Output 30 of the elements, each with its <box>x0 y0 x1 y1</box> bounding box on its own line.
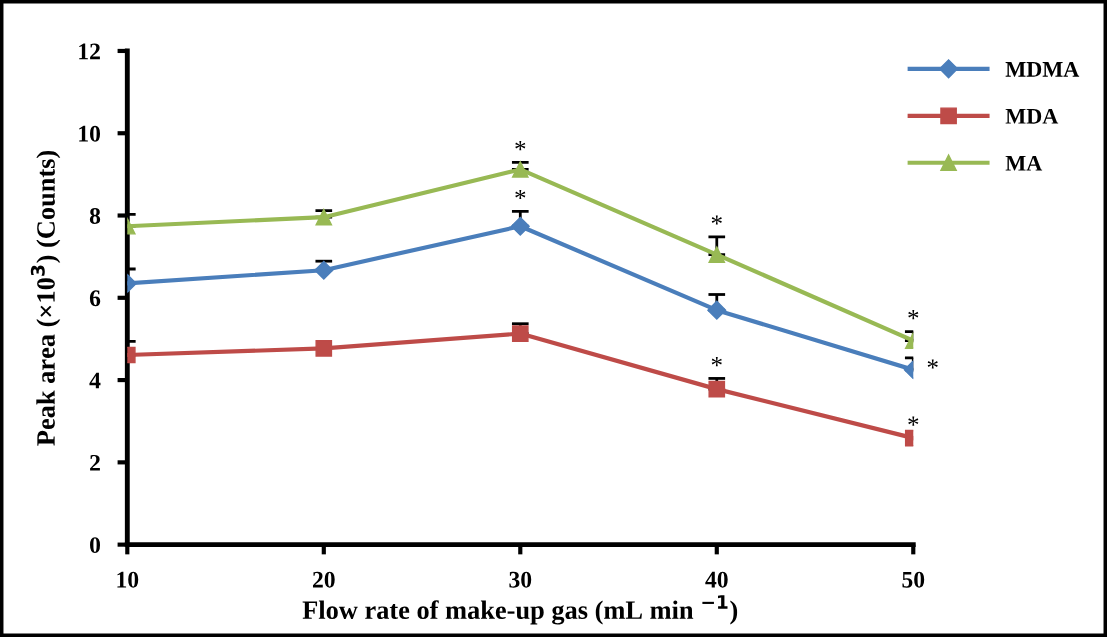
y-tick-label: 6 <box>89 290 101 307</box>
annotation: * <box>515 140 526 151</box>
annotation: * <box>711 356 722 367</box>
legend-label: MDA <box>1005 108 1059 124</box>
y-tick-label: 12 <box>79 43 100 60</box>
legend-label: MDMA <box>1005 61 1080 77</box>
point <box>511 161 529 178</box>
legend-label: MA <box>1005 155 1043 171</box>
annotation: * <box>908 416 919 426</box>
point <box>315 340 333 357</box>
x-tick-label: 10 <box>117 571 139 588</box>
y-axis-title: Peak area (×10$^{3}$) (Counts) <box>30 150 61 446</box>
point <box>510 216 530 236</box>
x-tick-label: 30 <box>509 571 532 588</box>
annotation: * <box>711 215 722 225</box>
x-tick-label: 40 <box>705 571 728 588</box>
y-tick-label: 2 <box>90 454 100 471</box>
point <box>511 325 529 342</box>
x-axis-title: Flow rate of make-up gas (mL min $^{−1}$) <box>302 595 738 625</box>
annotation: * <box>515 189 526 200</box>
y-tick-label: 8 <box>89 208 101 224</box>
annotation: * <box>908 310 919 320</box>
x-tick-label: 20 <box>312 571 335 588</box>
y-tick-label: 0 <box>90 537 101 554</box>
y-tick-label: 10 <box>79 125 101 142</box>
point <box>314 260 334 280</box>
x-tick-label: 50 <box>902 571 925 588</box>
point <box>315 208 333 226</box>
annotation: * <box>927 359 938 369</box>
y-tick-label: 4 <box>89 372 101 389</box>
